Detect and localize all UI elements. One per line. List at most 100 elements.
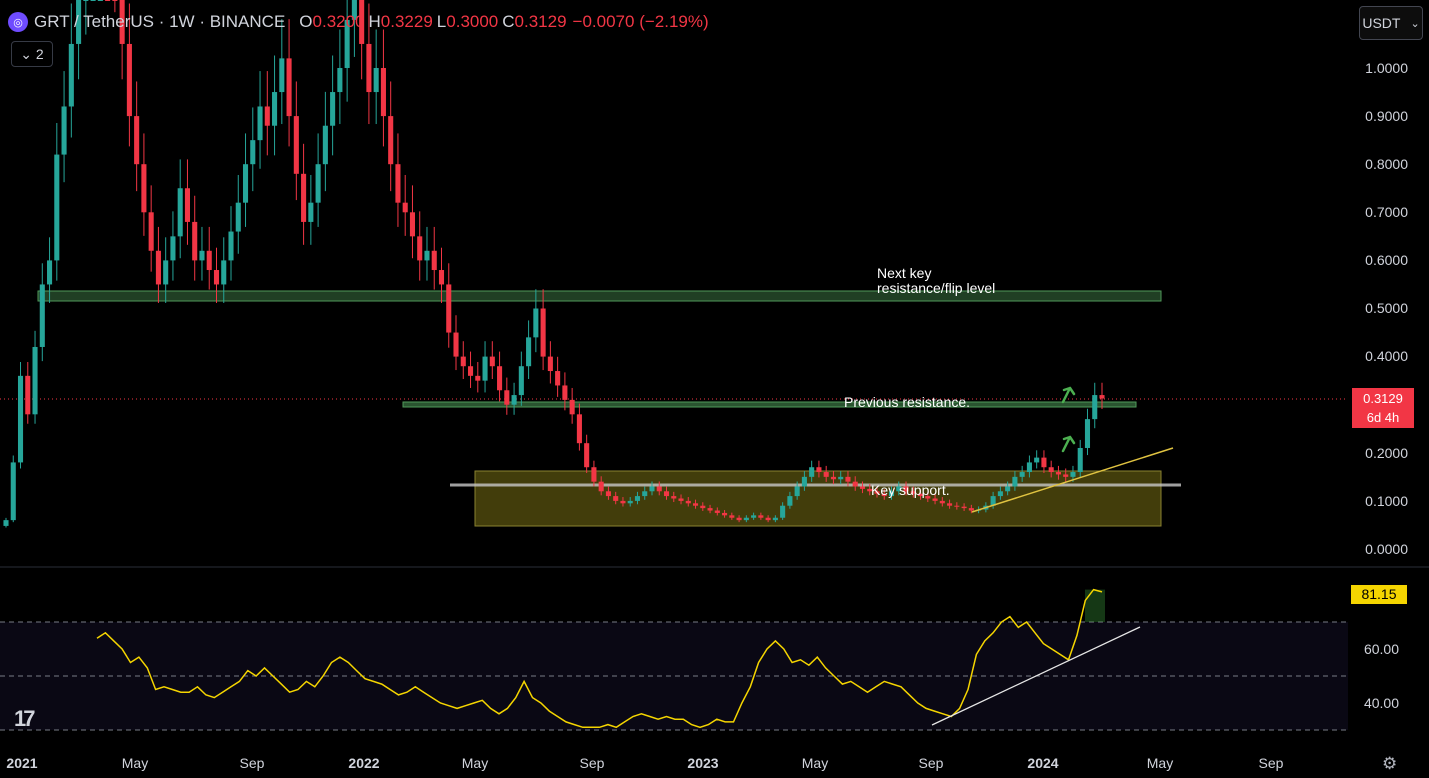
time-axis-tick: May (802, 755, 828, 771)
annotation-previous-resistance[interactable]: Previous resistance. (844, 394, 971, 410)
candle-body (555, 371, 561, 386)
candle-body (308, 202, 314, 222)
time-axis-tick: 2022 (348, 755, 379, 771)
candle-body (497, 366, 503, 391)
time-axis-tick: May (122, 755, 148, 771)
candle-body (250, 140, 256, 165)
candle-body (627, 500, 633, 504)
indicators-collapse-button[interactable]: ⌄ 2 (11, 41, 53, 67)
candle-body (184, 188, 190, 222)
candle-body (526, 337, 532, 367)
candle-body (482, 356, 488, 381)
candle-body (584, 443, 590, 468)
candle-body (424, 250, 430, 261)
currency-select[interactable]: USDT ⌄ (1359, 6, 1423, 40)
candle-body (990, 496, 996, 506)
candle-body (10, 462, 16, 521)
candle-body (562, 385, 568, 400)
candle-body (446, 284, 452, 333)
candle-body (845, 476, 851, 482)
candle-body (1084, 419, 1091, 448)
candle-body (1070, 472, 1076, 477)
candle-body (1048, 467, 1054, 473)
candle-body (932, 498, 938, 501)
support-trendline (971, 447, 1174, 513)
candle-body (722, 512, 728, 516)
time-axis-tick: 2024 (1027, 755, 1058, 771)
candle-body (1034, 457, 1040, 463)
rsi-overbought-fill (1085, 589, 1105, 622)
price-axis-tick: 0.6000 (1365, 252, 1408, 268)
rsi-axis-tick: 40.00 (1364, 695, 1399, 711)
candle-body (1055, 472, 1061, 475)
candle-body (714, 510, 720, 513)
close-label: C (502, 12, 515, 31)
candle-body (1026, 462, 1032, 473)
price-axis-tick: 0.0000 (1365, 541, 1408, 557)
open-label: O (299, 12, 313, 31)
candle-body (206, 250, 212, 271)
candle-body (823, 472, 829, 477)
candle-body (707, 508, 713, 511)
settings-gear-icon[interactable]: ⚙ (1382, 754, 1398, 773)
rsi-trendline (931, 626, 1141, 726)
candle-body (751, 515, 757, 518)
candle-body (3, 520, 9, 526)
candle-body (1012, 476, 1018, 487)
candle-body (576, 414, 582, 444)
candle-body (620, 500, 626, 504)
time-axis-tick: Sep (580, 755, 605, 771)
price-axis-tick: 0.2000 (1365, 445, 1408, 461)
candle-body (460, 356, 466, 367)
annotation-key-support[interactable]: Key support. (871, 482, 950, 498)
symbol-title[interactable]: GRT / TetherUS · 1W · BINANCE (34, 12, 286, 31)
candle-body (533, 308, 539, 338)
close-value: 0.3129 (514, 12, 567, 31)
candle-body (678, 498, 684, 501)
candle-body (772, 517, 778, 521)
candle-body (1041, 457, 1047, 468)
annotation-next-resistance[interactable]: Next key resistance/flip level (877, 266, 995, 296)
price-axis-tick: 0.8000 (1365, 156, 1408, 172)
tradingview-logo[interactable]: 17 (14, 706, 36, 731)
time-axis-tick: Sep (1259, 755, 1284, 771)
high-label: H (368, 12, 381, 31)
candle-body (1099, 395, 1105, 399)
chevron-down-icon: ⌄ (1410, 17, 1420, 30)
candle-body (569, 399, 575, 415)
time-axis-tick: Sep (919, 755, 944, 771)
candle-body (874, 491, 880, 494)
candle-body (163, 260, 169, 285)
candle-body (656, 486, 662, 492)
candle-body (838, 476, 844, 480)
candle-body (417, 236, 423, 261)
candle-body (809, 467, 815, 477)
candle-body (264, 106, 270, 126)
candle-body (438, 270, 445, 285)
candle-body (947, 503, 953, 506)
candle-body (192, 221, 198, 261)
candle-body (112, 0, 118, 1)
candle-body (649, 486, 655, 492)
candle-body (61, 106, 67, 155)
resistance-zone (37, 290, 1162, 302)
candle-body (199, 250, 205, 261)
candle-body (388, 116, 394, 165)
candle-body (1005, 486, 1011, 492)
time-axis-tick: 2023 (687, 755, 718, 771)
candle-body (511, 395, 517, 405)
low-label: L (436, 12, 447, 31)
candle-body (918, 493, 924, 497)
candle-body (90, 0, 96, 1)
candle-body (293, 116, 299, 174)
candle-body (213, 270, 220, 285)
time-axis-tick: 2021 (6, 755, 37, 771)
candle-body (547, 356, 553, 372)
candle-body (322, 125, 328, 165)
candle-body (663, 491, 670, 497)
candle-body (68, 43, 74, 107)
candle-body (148, 212, 154, 251)
candle-body (968, 508, 974, 511)
time-axis-tick: May (462, 755, 488, 771)
